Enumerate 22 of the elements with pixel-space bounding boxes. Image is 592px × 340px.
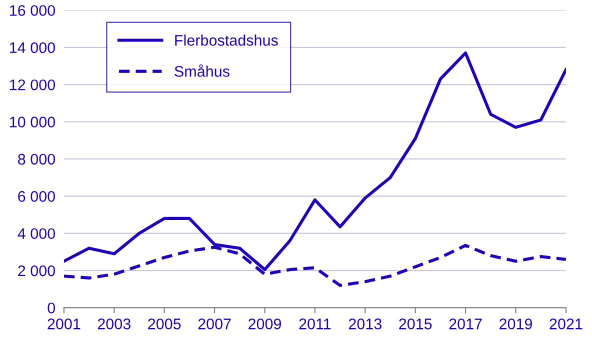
x-tick-label: 2007 <box>198 318 231 330</box>
x-tick-label: 2017 <box>449 318 482 330</box>
y-tick-label: 14 000 <box>10 42 56 54</box>
x-tick-label: 2003 <box>98 318 130 330</box>
y-tick-label: 16 000 <box>10 5 56 16</box>
x-tick-label: 2013 <box>348 318 382 330</box>
y-tick-label: 8 000 <box>18 154 56 165</box>
y-tick-label: 2 000 <box>18 265 56 276</box>
x-tick-label: 2009 <box>248 318 282 330</box>
y-tick-label: 12 000 <box>10 79 56 90</box>
y-tick-label: 6 000 <box>18 191 56 202</box>
x-tick-label: 2015 <box>399 318 432 330</box>
x-tick-label: 2021 <box>550 318 582 330</box>
legend-label: Småhus <box>174 64 230 77</box>
legend-label: Flerbostadshus <box>175 34 278 46</box>
y-tick-label: 4 000 <box>18 228 56 240</box>
x-tick-label: 2019 <box>500 318 532 330</box>
x-tick-label: 2005 <box>148 318 181 330</box>
x-tick-label: 2011 <box>299 318 331 330</box>
x-tick-label: 2001 <box>48 318 80 330</box>
y-tick-label: 0 <box>48 302 56 314</box>
y-tick-label: 10 000 <box>10 116 56 128</box>
